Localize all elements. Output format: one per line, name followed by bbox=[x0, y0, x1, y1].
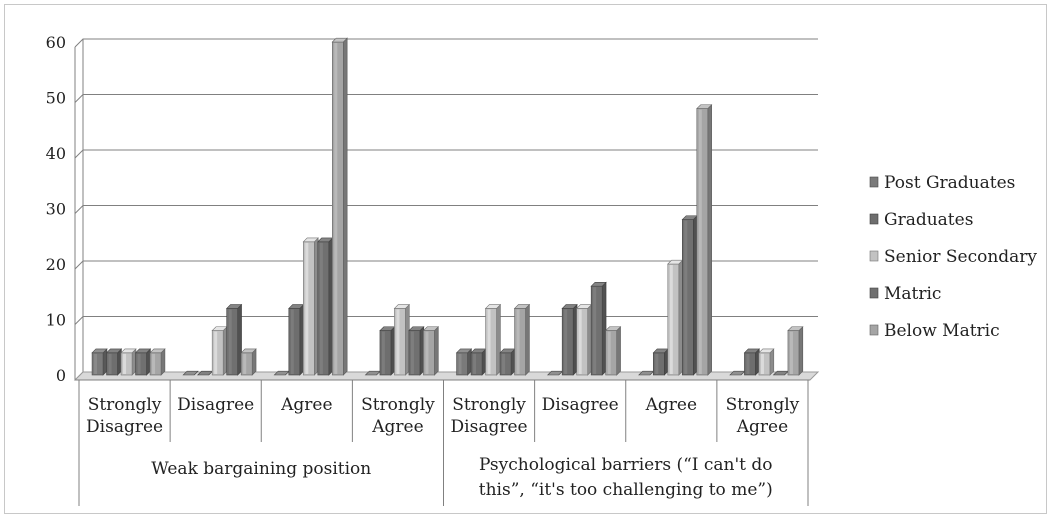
bar bbox=[787, 326, 804, 376]
bar bbox=[120, 348, 137, 376]
bar bbox=[422, 326, 440, 376]
bar bbox=[134, 348, 152, 376]
y-tick-label: 40 bbox=[46, 144, 66, 163]
x-category-label: Strongly Agree bbox=[726, 395, 800, 437]
bar bbox=[604, 326, 622, 376]
bar bbox=[149, 348, 166, 376]
legend-item: Senior Secondary bbox=[869, 247, 1037, 267]
legend-item: Post Graduates bbox=[869, 173, 1015, 193]
x-category-label: Strongly Agree bbox=[361, 395, 435, 437]
bar bbox=[91, 348, 108, 376]
bar bbox=[499, 348, 516, 376]
bar bbox=[696, 104, 713, 376]
bar bbox=[211, 326, 228, 376]
legend-swatch bbox=[869, 250, 879, 262]
bar bbox=[240, 348, 257, 376]
x-axis-categories: Strongly Disagree Disagree Agree Strongly Agr… bbox=[75, 379, 810, 506]
y-tick-label: 0 bbox=[56, 366, 66, 385]
gridline bbox=[74, 94, 818, 103]
legend-item: Below Matric bbox=[869, 321, 1000, 341]
x-category-label: Disagree bbox=[542, 395, 619, 415]
bar bbox=[225, 303, 243, 376]
x-category-label: Agree bbox=[645, 395, 697, 415]
y-tick-label: 60 bbox=[46, 33, 66, 52]
x-category-label: Agree bbox=[280, 395, 332, 415]
bar bbox=[575, 303, 593, 376]
y-tick-label: 50 bbox=[46, 89, 66, 108]
y-axis-ticks: 0 10 20 30 40 50 60 bbox=[46, 33, 66, 385]
x-category-label: Strongly Disagree bbox=[86, 395, 163, 437]
bar bbox=[455, 348, 473, 376]
legend-swatch bbox=[869, 176, 879, 188]
bar bbox=[182, 370, 199, 376]
x-category-label: Disagree bbox=[177, 395, 254, 415]
bar bbox=[484, 303, 502, 376]
legend-label: Graduates bbox=[884, 210, 973, 230]
bar bbox=[331, 37, 348, 376]
y-tick-label: 10 bbox=[46, 311, 66, 330]
legend-swatch bbox=[869, 213, 879, 225]
legend: Post Graduates Graduates Senior Secondary M… bbox=[869, 173, 1037, 341]
legend-label: Matric bbox=[884, 284, 941, 304]
bar bbox=[317, 237, 334, 376]
bar bbox=[105, 348, 123, 376]
y-tick-label: 20 bbox=[46, 255, 66, 274]
bar bbox=[681, 215, 698, 376]
legend-swatch bbox=[869, 324, 879, 336]
x-category-label: Strongly Disagree bbox=[451, 395, 528, 437]
bar bbox=[379, 326, 396, 376]
bar bbox=[743, 348, 761, 376]
bar bbox=[513, 303, 531, 376]
bar bbox=[302, 237, 319, 376]
x-group-label: Weak bargaining position bbox=[151, 459, 371, 479]
x-group-label: Psychological barriers (“I can't do this”… bbox=[479, 455, 773, 500]
bar bbox=[288, 303, 305, 376]
gridline bbox=[74, 38, 818, 48]
legend-label: Post Graduates bbox=[884, 173, 1015, 193]
bar bbox=[408, 326, 425, 376]
legend-swatch bbox=[869, 287, 879, 299]
y-tick-label: 30 bbox=[46, 200, 66, 219]
bar bbox=[652, 348, 669, 376]
bar bbox=[470, 348, 487, 376]
bar bbox=[590, 281, 607, 376]
bar bbox=[758, 348, 775, 376]
bar bbox=[393, 303, 411, 376]
legend-item: Matric bbox=[869, 284, 941, 304]
legend-label: Below Matric bbox=[884, 321, 1000, 341]
bar bbox=[561, 303, 578, 376]
legend-item: Graduates bbox=[869, 210, 973, 230]
bar bbox=[667, 259, 684, 376]
bars bbox=[91, 37, 804, 376]
legend-label: Senior Secondary bbox=[884, 247, 1037, 267]
